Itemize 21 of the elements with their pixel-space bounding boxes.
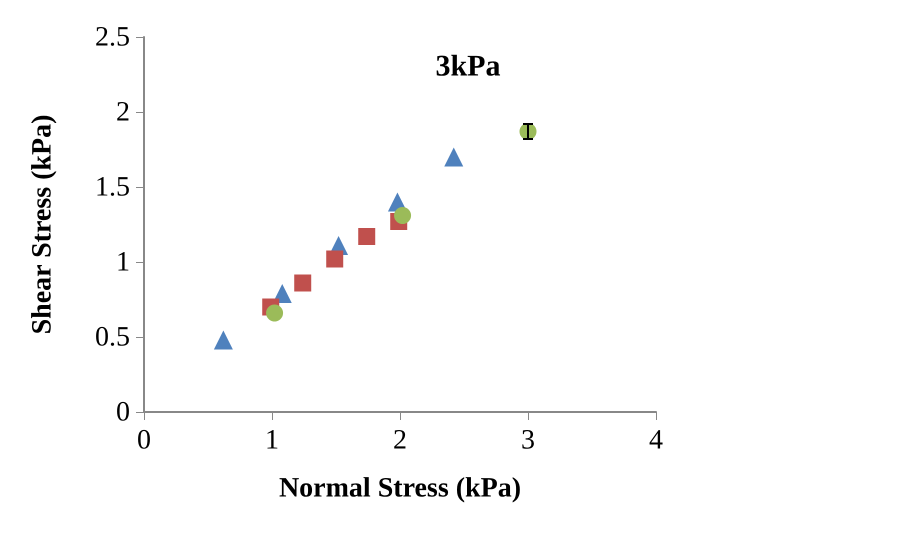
y-tick-label: 1 [116,246,130,278]
x-tick-label: 2 [393,424,407,456]
point [266,304,284,322]
point [294,274,312,292]
y-tick-label: 1.5 [95,172,130,202]
point [358,228,376,245]
x-tick-label: 1 [265,424,279,456]
x-axis-title: Normal Stress (kPa) [278,472,522,504]
point [444,148,464,166]
point [394,207,412,224]
point [326,250,344,268]
y-tick-label: 0 [116,396,130,428]
x-tick-label: 0 [137,424,151,456]
y-tick-label: 2 [116,96,130,128]
x-tick-label: 3 [521,424,535,456]
chart-title: 3kPa [435,50,501,82]
y-tick-label: 0.5 [95,322,130,352]
y-axis-title: Shear Stress (kPa) [26,114,58,334]
x-tick-label: 4 [649,424,663,456]
point [214,330,233,350]
y-tick-label: 2.5 [95,22,130,52]
